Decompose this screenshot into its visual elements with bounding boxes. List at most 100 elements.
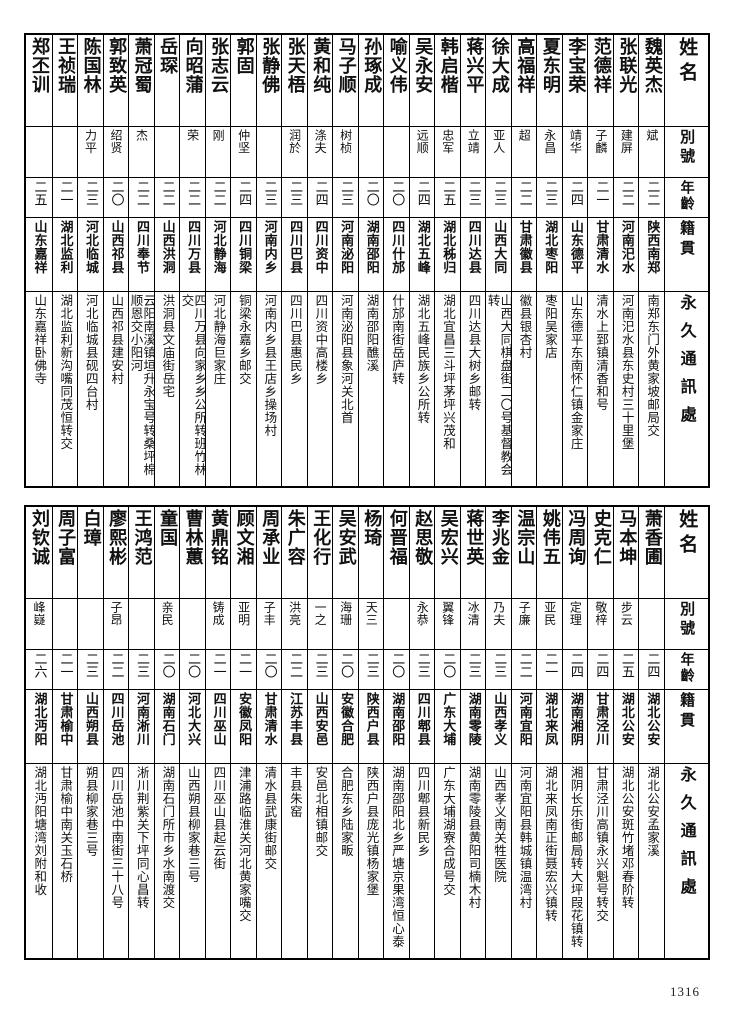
roster-entry[interactable]: 吴安武 海珊 二〇 安徽合肥 合肥东乡陆家畈: [332, 507, 358, 958]
entry-native-place: 山西孝义: [491, 692, 507, 747]
roster-entry[interactable]: 顾文湘 亚明 二一 安徽凤阳 津浦路临淮关河北黄家嘴交: [230, 507, 256, 958]
roster-entry[interactable]: 冯周询 定理 二四 湖南湘阴 湘阴长乐街邮局转大坪叚花镇转: [561, 507, 588, 958]
roster-entry[interactable]: 李宝荣 靖华 二四 山东德平 山东德平东南怀仁镇金家庄: [561, 35, 588, 486]
roster-entry[interactable]: 张静佛 二三 河南内乡 河南内乡县王店乡操场村: [255, 35, 282, 486]
roster-entry[interactable]: 周承业 子丰 二〇 甘肃清水 清水县武康街邮交: [255, 507, 282, 958]
roster-entry[interactable]: 刘钦诚 峰嶷 二六 湖北沔阳 湖北沔阳塘湾刘附和收: [26, 507, 52, 958]
roster-entry[interactable]: 张天梧 润於 二三 四川巴县 四川巴县惠民乡: [281, 35, 307, 486]
roster-entry[interactable]: 史克仁 敬梓 二四 甘肃泾川 甘肃泾川高镇永兴魁号转交: [587, 507, 613, 958]
entry-native-place: 湖南邵阳: [389, 692, 405, 747]
header-alias: 別號: [678, 600, 697, 639]
roster-entry[interactable]: 夏东明 永昌 二三 湖北枣阳 枣阳吴家店: [536, 35, 562, 486]
roster-entry[interactable]: 魏英杰斌二二 陕西南郑 南郑东门外黄家坡邮局交: [638, 35, 664, 486]
roster-entry[interactable]: 马本坤 步云 二五 湖北公安 湖北公安斑竹堵邓春阶转: [612, 507, 639, 958]
roster-entry[interactable]: 张联光 建屏 二二 河南汜水 河南汜水县东史村三十里堡: [612, 35, 639, 486]
entry-native-place: 湖北公安: [618, 692, 634, 747]
entry-address: 山西孝义南关牲医院: [492, 765, 508, 883]
entry-name: 萧香圃: [641, 509, 663, 566]
entry-native-place: 湖南邵阳: [363, 220, 379, 275]
roster-entry[interactable]: 廖熙彬 子昂 二二 四川岳池 四川岳池中南街三十八号: [102, 507, 129, 958]
roster-entry[interactable]: 王祯瑞 二一 湖北监利 湖北监利新沟嘴同茂恒转交: [51, 35, 78, 486]
roster-entry[interactable]: 吴宏兴 翼锋 二〇 广东大埔 广东大埔湖寮合成号交: [434, 507, 460, 958]
roster-entry[interactable]: 高福祥超二二 甘肃徽县 徽县银杏村: [510, 35, 537, 486]
entry-address: 四川巫山县起云街: [211, 765, 227, 870]
entry-name: 岳琛: [157, 37, 179, 75]
entry-name: 范德祥: [590, 37, 612, 94]
entry-age: 二一: [210, 652, 226, 679]
entry-name: 蒋世英: [463, 509, 485, 566]
roster-entry[interactable]: 童国 亲民 二〇 湖南石门 湖南石门所市乡水南渡交: [153, 507, 180, 958]
roster-entry[interactable]: 何晋福 二〇 湖南邵阳 湖南邵阳北乡严塘京果湾恒心泰: [383, 507, 409, 958]
roster-entry[interactable]: 温宗山 子廉 二二 河南宜阳 河南宜阳县韩城镇温湾村: [510, 507, 537, 958]
roster-entry[interactable]: 萧香圃 二四 湖北公安 湖北公安孟家溪: [638, 507, 664, 958]
roster-entry[interactable]: 孙琢成 二〇 湖南邵阳 湖南邵阳醮溪: [357, 35, 384, 486]
entry-age: 二二: [134, 180, 150, 207]
roster-entry[interactable]: 赵思敬 永恭 二三 四川郫县 四川郫县新民乡: [408, 507, 435, 958]
roster-entry[interactable]: 杨琦 天三 二三 陕西户县 陕西户县庞光镇杨家堡: [357, 507, 384, 958]
entry-name: 朱广容: [284, 509, 306, 566]
entry-address: 朔县柳家巷三号: [83, 765, 99, 857]
entry-name: 王化行: [310, 509, 332, 566]
roster-entry[interactable]: 白璋 二三 山西朔县 朔县柳家巷三号: [77, 507, 103, 958]
roster-entry[interactable]: 徐大成 亚人 二三 山西大同 山西大同棋盘街二〇号基督教会转: [485, 35, 511, 486]
entry-name: 黄和纯: [310, 37, 332, 94]
entry-address: 河南宜阳县韩城镇温湾村: [517, 765, 533, 909]
entry-age: 二二: [618, 180, 634, 207]
roster-entry[interactable]: 陈国林 力平 二三 河北临城 河北临城县砚四台村: [77, 35, 103, 486]
roster-entry[interactable]: 周子富 二一 甘肃榆中 甘肃榆中南关玉石桥: [51, 507, 78, 958]
entry-address: 广东大埔湖寮合成号交: [440, 765, 456, 896]
entry-address: 四川资中高楼乡: [313, 293, 329, 385]
entry-address: 河南内乡县王店乡操场村: [262, 293, 278, 437]
entry-age: 二二: [159, 180, 175, 207]
roster-entry[interactable]: 朱广容 洪亮 二二 江苏丰县 丰县朱窑: [281, 507, 307, 958]
header-age: 年齡: [678, 652, 695, 685]
roster-entry[interactable]: 蒋世英 冰清 二三 湖南零陵 湖南零陵县黄阳司楠木村: [459, 507, 486, 958]
entry-name: 徐大成: [488, 37, 510, 94]
entry-address: 云阳南溪镇垣升永宝号转桑坪棉顺恩交小阳河: [129, 293, 154, 476]
roster-entry[interactable]: 喻义伟 二〇 四川什邡 什邡南街岳庐转: [383, 35, 409, 486]
roster-entry[interactable]: 吴永安 远顺 二四 湖北五峰 湖北五峰民族乡公所转: [408, 35, 435, 486]
entry-alias: 洪亮: [287, 600, 302, 626]
entry-name: 高福祥: [514, 37, 536, 94]
roster-entry[interactable]: 向昭蒲荣二二 四川万县 四川万县向家乡乡公所转班竹林交: [179, 35, 205, 486]
entry-alias: 仲坚: [236, 128, 251, 154]
entry-native-place: 山西祁县: [108, 220, 124, 275]
roster-entry[interactable]: 王化行 一之 二三 山西安邑 安邑北相镇邮交: [306, 507, 333, 958]
roster-entry[interactable]: 范德祥 子麟 二一 甘肃清水 清水上郅镇清香和号: [587, 35, 613, 486]
entry-address: 湖北公安斑竹堵邓春阶转: [619, 765, 635, 909]
entry-native-place: 四川什邡: [389, 220, 405, 275]
roster-entry[interactable]: 曹林蕙 二〇 河北大兴 山西朔县柳家巷三号: [179, 507, 205, 958]
roster-entry[interactable]: 郭致英 绍贤 二〇 山西祁县 山西祁县建安村: [102, 35, 129, 486]
roster-entry[interactable]: 岳琛 二二 山西洪洞 洪洞县文庙街岳宅: [153, 35, 180, 486]
entry-name: 吴安武: [335, 509, 357, 566]
entry-age: 二〇: [261, 652, 277, 679]
entry-alias: 永恭: [415, 600, 430, 626]
entry-age: 二〇: [363, 180, 379, 207]
roster-entry[interactable]: 萧冠蜀杰二二 四川奉节 云阳南溪镇垣升永宝号转桑坪棉顺恩交小阳河: [128, 35, 154, 486]
entry-age: 二三: [465, 180, 481, 207]
entry-native-place: 湖南湘阴: [567, 692, 583, 747]
roster-entry[interactable]: 张志云刚二二 河北静海 河北静海巨家庄: [204, 35, 231, 486]
entry-native-place: 河北大兴: [185, 692, 201, 747]
roster-entry[interactable]: 李兆金 乃夫 二三 山西孝义 山西孝义南关牲医院: [485, 507, 511, 958]
roster-entry[interactable]: 郑丕训 二五 山东嘉祥 山东嘉祥卧佛寺: [26, 35, 52, 486]
roster-entry[interactable]: 黄和纯 涤夫 二四 四川资中 四川资中高楼乡: [306, 35, 333, 486]
entry-age: 二二: [516, 652, 532, 679]
entry-name: 张天梧: [284, 37, 306, 94]
entry-name: 白璋: [80, 509, 102, 547]
roster-entry[interactable]: 郭固 仲坚 二四 四川铜梁 铜梁永嘉乡邮交: [230, 35, 256, 486]
entry-native-place: 湖南石门: [159, 692, 175, 747]
entry-name: 史克仁: [590, 509, 612, 566]
roster-entry[interactable]: 王鸿范 二三 河南淅川 淅川荆紫关下坪同心昌转: [128, 507, 154, 958]
roster-entry[interactable]: 蒋兴平 立靖 二三 四川达县 四川达县大树乡邮转: [459, 35, 486, 486]
entry-name: 向昭蒲: [182, 37, 204, 94]
entry-address: 湖北监利新沟嘴同茂恒转交: [58, 293, 74, 450]
entry-age: 二四: [567, 652, 583, 679]
roster-entry[interactable]: 韩启楷 忠军 二五 湖北秭归 湖北宜昌三斗坪茅坪兴茂和: [434, 35, 460, 486]
entry-age: 二〇: [389, 652, 405, 679]
entry-alias: 荣: [185, 128, 200, 142]
roster-entry[interactable]: 黄鼎铭 铸成 二一 四川巫山 四川巫山县起云街: [204, 507, 231, 958]
roster-entry[interactable]: 马子顺 树桢 二三 河南泌阳 河南泌阳县象河关北首: [332, 35, 358, 486]
entry-alias: 杰: [134, 128, 149, 142]
roster-entry[interactable]: 姚伟五 亚民 二一 湖北来凤 湖北来凤南正街聂宏兴镇转: [536, 507, 562, 958]
